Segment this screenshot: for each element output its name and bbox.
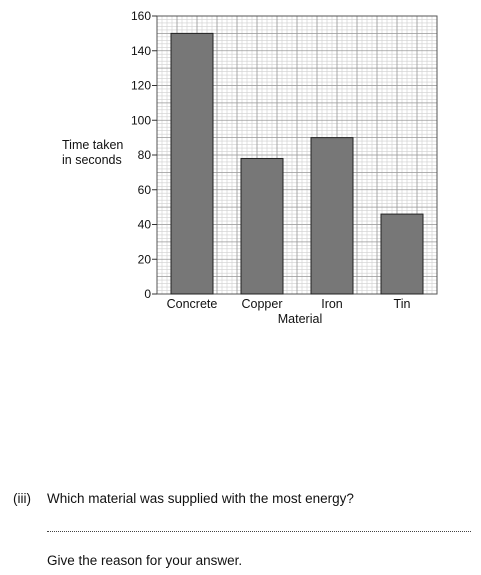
y-axis-label: Time taken in seconds <box>62 138 123 168</box>
x-tick-label: Iron <box>321 297 343 311</box>
y-tick-label: 120 <box>131 79 151 93</box>
y-tick-label: 20 <box>138 252 152 266</box>
bar-tin <box>380 213 424 295</box>
bar-concrete <box>170 32 214 295</box>
y-tick-label: 40 <box>138 218 152 232</box>
y-tick-label: 80 <box>138 148 152 162</box>
y-tick-label: 60 <box>138 183 152 197</box>
y-tick-label: 140 <box>131 44 151 58</box>
x-tick-label: Concrete <box>167 297 218 311</box>
question-iii: (iii) Which material was supplied with th… <box>13 491 354 506</box>
x-tick-label: Copper <box>242 297 283 311</box>
answer-line[interactable] <box>47 531 471 532</box>
y-axis-label-line-2: in seconds <box>62 153 122 167</box>
y-tick-label: 160 <box>131 9 151 23</box>
x-tick-label: Tin <box>394 297 411 311</box>
y-axis-label-line-1: Time taken <box>62 138 124 152</box>
bar-copper <box>240 157 284 295</box>
y-tick-label: 100 <box>131 113 151 127</box>
question-number: (iii) <box>13 491 31 506</box>
bar-iron <box>310 137 354 295</box>
reason-prompt: Give the reason for your answer. <box>47 553 243 568</box>
y-tick-label: 0 <box>144 287 151 301</box>
x-axis-label: Material <box>278 312 322 326</box>
question-text: Which material was supplied with the mos… <box>47 491 354 506</box>
bar-chart: 0 20 40 60 80 100 120 140 160 Concrete Copper Iron T… <box>131 9 438 326</box>
